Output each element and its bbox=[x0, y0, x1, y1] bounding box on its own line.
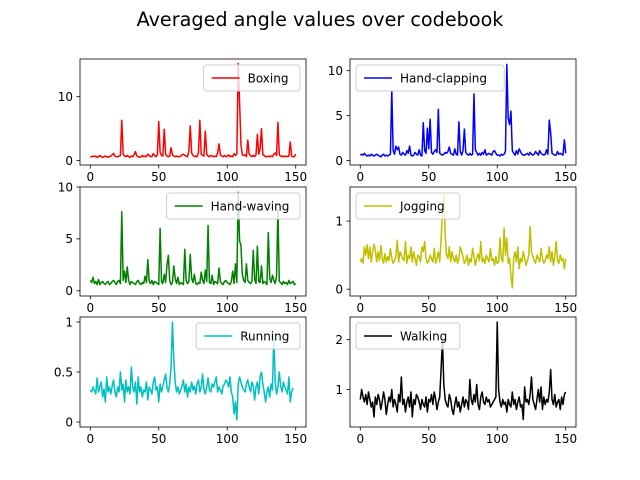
x-tick-label: 0 bbox=[86, 301, 94, 315]
x-tick-label: 100 bbox=[216, 432, 239, 446]
axes-frame bbox=[79, 186, 307, 297]
legend-label: Jogging bbox=[399, 199, 445, 213]
legend: Hand-waving bbox=[166, 192, 301, 220]
x-tick-label: 0 bbox=[86, 432, 94, 446]
x-tick-label: 0 bbox=[356, 432, 364, 446]
x-tick-label: 100 bbox=[486, 301, 509, 315]
axes-frame bbox=[349, 58, 577, 166]
x-tick-label: 150 bbox=[554, 170, 577, 184]
x-tick-label: 100 bbox=[216, 301, 239, 315]
y-tick-label: 0 bbox=[65, 415, 73, 429]
y-tick-label: 10 bbox=[328, 64, 343, 78]
series-line-walking bbox=[359, 321, 567, 421]
y-tick-label: 5 bbox=[335, 109, 343, 123]
y-tick-label: 0 bbox=[335, 154, 343, 168]
y-tick-label: 1 bbox=[65, 315, 73, 329]
x-tick-label: 150 bbox=[284, 301, 307, 315]
legend: Hand-clapping bbox=[355, 64, 505, 92]
x-tick-label: 100 bbox=[486, 432, 509, 446]
legend-box bbox=[166, 192, 301, 220]
legend-label: Boxing bbox=[248, 71, 289, 85]
y-tick-label: 5 bbox=[65, 232, 73, 246]
x-tick-label: 150 bbox=[284, 170, 307, 184]
subplot-3: 0 50 100 150 0 5 10 Hand-waving bbox=[58, 180, 307, 315]
y-tick-label: 1 bbox=[335, 383, 343, 397]
x-tick-label: 50 bbox=[421, 301, 436, 315]
y-tick-label: 0.5 bbox=[54, 365, 73, 379]
x-tick-label: 0 bbox=[356, 170, 364, 184]
y-tick-label: 0 bbox=[65, 154, 73, 168]
x-tick-label: 150 bbox=[284, 432, 307, 446]
legend-box bbox=[355, 322, 461, 350]
legend-label: Running bbox=[240, 329, 289, 343]
y-tick-label: 0 bbox=[335, 282, 343, 296]
figure-title: Averaged angle values over codebook bbox=[137, 8, 505, 31]
x-tick-label: 50 bbox=[151, 170, 166, 184]
series-line-hand-waving bbox=[89, 191, 297, 286]
subplot-2: 0 50 100 150 0 5 10 Hand-clapping bbox=[328, 58, 577, 184]
subplot-4: 0 50 100 150 0 1 Jogging bbox=[335, 186, 577, 315]
axes-frame bbox=[349, 186, 577, 297]
x-tick-label: 50 bbox=[151, 432, 166, 446]
legend-label: Walking bbox=[400, 329, 447, 343]
subplot-1: 0 50 100 150 0 10 Boxing bbox=[58, 58, 307, 184]
axes-frame bbox=[79, 58, 307, 166]
x-tick-label: 0 bbox=[86, 170, 94, 184]
legend-label: Hand-clapping bbox=[400, 71, 487, 85]
subplot-6: 0 50 100 150 1 2 Walking bbox=[335, 316, 577, 446]
x-tick-label: 100 bbox=[216, 170, 239, 184]
legend-label: Hand-waving bbox=[211, 199, 290, 213]
series-line-boxing bbox=[90, 62, 297, 159]
legend-box bbox=[195, 322, 301, 350]
series-line-hand-clapping bbox=[359, 63, 567, 158]
x-tick-label: 150 bbox=[554, 301, 577, 315]
x-tick-label: 50 bbox=[421, 170, 436, 184]
legend: Running bbox=[195, 322, 301, 350]
x-tick-label: 100 bbox=[486, 170, 509, 184]
y-tick-label: 0 bbox=[65, 284, 73, 298]
axes-frame bbox=[349, 316, 577, 428]
legend-box bbox=[355, 192, 461, 220]
subplot-5: 0 50 100 150 0 0.5 1 Running bbox=[54, 315, 307, 446]
x-tick-label: 50 bbox=[151, 301, 166, 315]
series-line-jogging bbox=[359, 193, 567, 289]
legend: Walking bbox=[355, 322, 461, 350]
legend: Jogging bbox=[355, 192, 461, 220]
legend: Boxing bbox=[203, 64, 301, 92]
y-tick-label: 10 bbox=[58, 90, 73, 104]
y-tick-label: 2 bbox=[335, 333, 343, 347]
legend-box bbox=[203, 64, 301, 92]
x-tick-label: 50 bbox=[421, 432, 436, 446]
x-tick-label: 0 bbox=[356, 301, 364, 315]
x-tick-label: 150 bbox=[554, 432, 577, 446]
legend-box bbox=[355, 64, 505, 92]
series-line-running bbox=[89, 321, 294, 421]
y-tick-label: 1 bbox=[335, 214, 343, 228]
y-tick-label: 10 bbox=[58, 180, 73, 194]
